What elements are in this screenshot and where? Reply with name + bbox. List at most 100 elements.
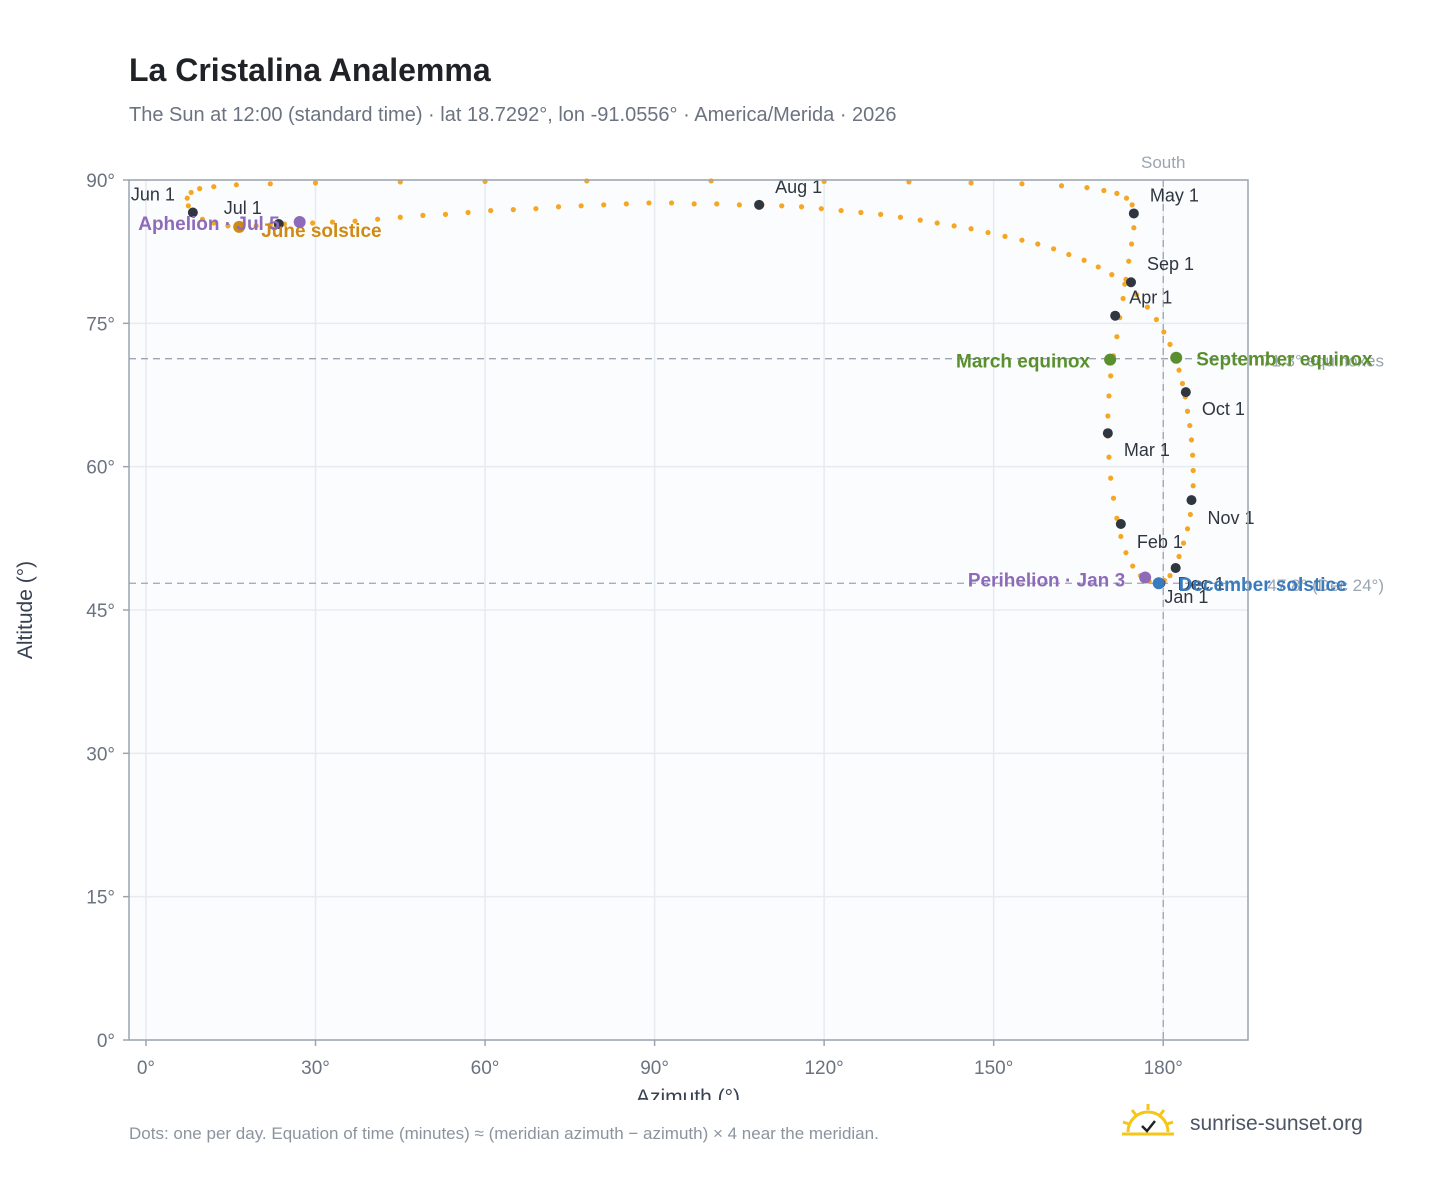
month-marker-label: Sep 1 xyxy=(1147,254,1194,274)
analemma-day-point xyxy=(352,218,358,224)
analemma-day-point xyxy=(233,182,239,188)
event-marker-label: Perihelion · Jan 3 xyxy=(968,571,1125,592)
analemma-day-point xyxy=(1035,241,1041,247)
analemma-day-point xyxy=(1167,341,1173,347)
event-marker-label: June solstice xyxy=(261,221,381,242)
x-tick-label: 90° xyxy=(640,1058,669,1079)
brand-name: sunrise-sunset.org xyxy=(1190,1112,1363,1135)
analemma-day-point xyxy=(1019,237,1025,243)
analemma-day-point xyxy=(1184,526,1191,532)
brand-logo[interactable]: sunrise-sunset.org xyxy=(1120,1102,1420,1146)
month-marker-point xyxy=(1110,310,1121,321)
analemma-day-point xyxy=(420,212,426,218)
analemma-day-point xyxy=(1081,257,1087,263)
analemma-day-point xyxy=(555,204,562,210)
analemma-day-point xyxy=(968,180,974,186)
analemma-day-point xyxy=(329,219,336,225)
analemma-day-point xyxy=(1114,515,1120,521)
month-marker-point xyxy=(1102,428,1113,439)
analemma-day-point xyxy=(858,209,864,216)
analemma-day-point xyxy=(968,226,974,232)
analemma-day-point xyxy=(185,203,191,209)
month-marker-point xyxy=(754,199,765,210)
analemma-day-point xyxy=(1084,185,1090,191)
analemma-day-point xyxy=(1002,233,1008,239)
analemma-day-point xyxy=(1123,550,1129,556)
analemma-day-point xyxy=(934,220,940,226)
month-marker-label: Dec 1 xyxy=(1178,574,1225,594)
analemma-day-point xyxy=(375,216,381,222)
analemma-day-point xyxy=(1066,251,1072,258)
reference-label: South xyxy=(1141,153,1185,172)
sun-check-icon xyxy=(1122,1104,1174,1136)
analemma-day-point xyxy=(878,211,884,217)
analemma-day-point xyxy=(1019,181,1025,187)
analemma-day-point xyxy=(1105,413,1111,419)
analemma-day-point xyxy=(1184,408,1191,414)
month-marker-point xyxy=(1180,387,1191,398)
analemma-day-point xyxy=(211,184,217,190)
analemma-day-point xyxy=(1118,533,1124,540)
y-axis-label: Altitude (°) xyxy=(14,561,37,659)
analemma-day-point xyxy=(1095,264,1101,270)
x-tick-label: 180° xyxy=(1144,1058,1183,1079)
analemma-day-point xyxy=(1161,329,1167,335)
y-tick-label: 0° xyxy=(97,1031,115,1052)
analemma-day-point xyxy=(310,220,316,226)
y-tick-label: 15° xyxy=(86,888,115,909)
analemma-day-point xyxy=(601,202,607,208)
x-tick-label: 0° xyxy=(137,1058,155,1079)
analemma-day-point xyxy=(1101,187,1107,194)
x-axis-label: Azimuth (°) xyxy=(636,1086,740,1100)
analemma-day-point xyxy=(1134,292,1140,298)
analemma-day-point xyxy=(510,207,516,213)
event-marker-label: September equinox xyxy=(1196,350,1373,371)
analemma-day-point xyxy=(225,223,231,229)
event-marker-label: Aphelion · Jul 5 xyxy=(138,214,280,235)
reference-label: 47.8° (Dec 24°) xyxy=(1267,576,1384,595)
analemma-day-point xyxy=(1190,467,1196,474)
event-marker-label: December solstice xyxy=(1179,575,1347,596)
month-marker-point xyxy=(1126,277,1137,288)
analemma-day-point xyxy=(397,214,403,220)
analemma-day-point xyxy=(646,200,652,206)
y-tick-label: 30° xyxy=(86,744,115,765)
analemma-day-point xyxy=(1176,553,1182,560)
month-marker-label: Apr 1 xyxy=(1129,288,1172,308)
analemma-day-point xyxy=(197,186,203,192)
analemma-day-point xyxy=(1180,540,1187,546)
analemma-day-point xyxy=(1114,190,1120,196)
analemma-day-point xyxy=(1176,367,1182,373)
event-marker-point xyxy=(1104,353,1117,366)
analemma-day-point xyxy=(951,223,957,229)
analemma-day-point xyxy=(1120,295,1126,302)
x-tick-label: 30° xyxy=(301,1058,330,1079)
month-marker-label: May 1 xyxy=(1150,185,1199,205)
analemma-day-point xyxy=(1179,380,1186,387)
event-marker-point xyxy=(233,220,246,233)
analemma-day-point xyxy=(838,207,844,214)
analemma-day-point xyxy=(1126,258,1132,264)
analemma-day-point xyxy=(1190,452,1196,458)
chart-subtitle: The Sun at 12:00 (standard time) · lat 1… xyxy=(129,104,897,126)
month-marker-point xyxy=(187,207,198,218)
analemma-day-point xyxy=(1114,334,1120,340)
month-markers: Jan 1 Feb 1 Mar 1 Apr 1 May 1 Jun 1 Jul 1 Aug 1… xyxy=(131,177,1255,607)
event-marker-label: March equinox xyxy=(956,352,1091,373)
chart-title: La Cristalina Analemma xyxy=(129,52,491,88)
analemma-day-point xyxy=(188,189,194,196)
analemma-day-point xyxy=(798,204,805,210)
month-marker-point xyxy=(1115,519,1126,529)
month-marker-label: Oct 1 xyxy=(1202,399,1245,419)
analemma-day-point xyxy=(1187,422,1193,429)
y-tick-label: 60° xyxy=(86,458,115,479)
analemma-day-point xyxy=(1130,563,1136,569)
analemma-day-point xyxy=(1144,304,1151,310)
analemma-day-point xyxy=(211,220,217,226)
analemma-day-point xyxy=(267,181,273,187)
analemma-day-point xyxy=(488,207,494,214)
event-marker-point xyxy=(1170,351,1183,364)
analemma-day-point xyxy=(533,206,539,212)
analemma-day-point xyxy=(1131,225,1137,231)
analemma-day-point xyxy=(442,211,449,217)
